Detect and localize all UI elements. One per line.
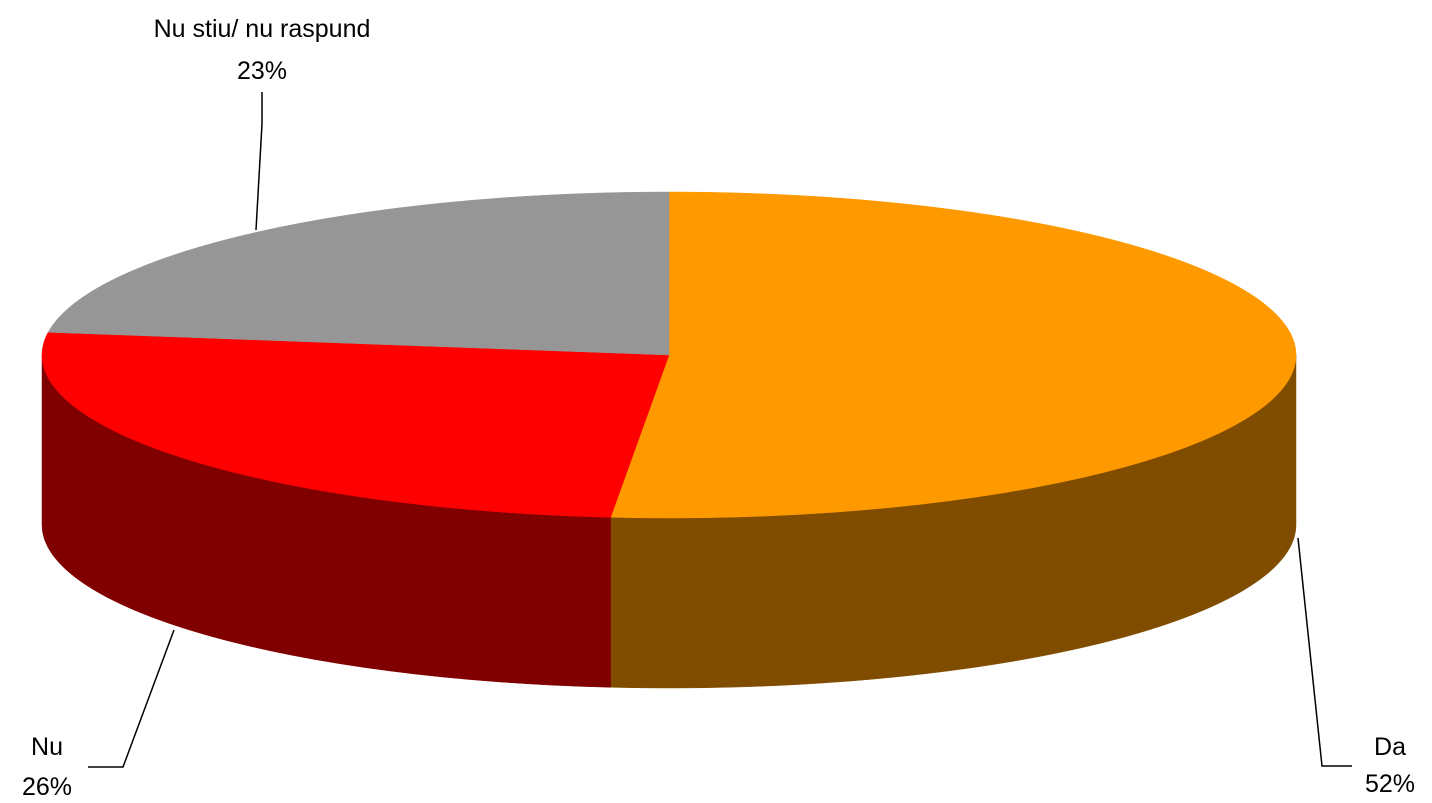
leader-line-da (1297, 537, 1352, 767)
slice-label-da: Da (1374, 733, 1406, 761)
leader-line-nu (88, 629, 175, 768)
pie-slice-da (610, 191, 1297, 519)
slice-label-group-nu-stiu: Nu stiu/ nu raspund 23% (154, 15, 371, 231)
slice-label-nu-stiu: Nu stiu/ nu raspund (154, 15, 371, 43)
slice-value-nu-stiu: 23% (237, 57, 287, 85)
slice-label-group-nu: Nu 26% (22, 629, 175, 801)
pie-top-faces (41, 191, 1297, 519)
pie-slice-nu (41, 332, 670, 518)
slice-label-group-da: Da 52% (1297, 537, 1415, 798)
leader-line-nu-stiu (255, 92, 263, 231)
pie-slice-nu-stiu-nu-raspund (47, 191, 670, 356)
slice-value-nu: 26% (22, 773, 72, 801)
slice-value-da: 52% (1365, 770, 1415, 798)
slice-label-nu: Nu (31, 733, 63, 761)
